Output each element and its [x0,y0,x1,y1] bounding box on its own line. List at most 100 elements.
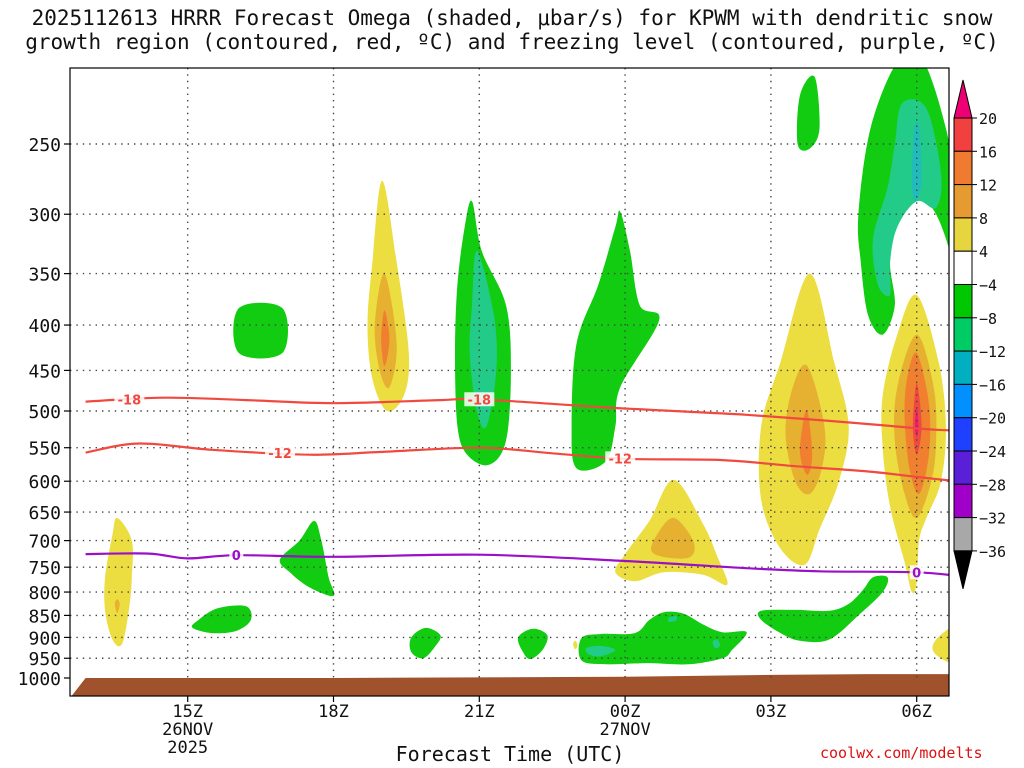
omega-region-pos8-22 [114,599,120,614]
omega-region-neg4-16 [796,75,820,151]
x-tick-label-00Z: 00Z [610,702,641,722]
dgz-contour-1-label-bg-1 [605,451,636,466]
y-tick-label-950: 950 [28,649,61,670]
y-tick-label-250: 250 [28,135,61,156]
omega-region-neg8-9 [585,645,616,657]
y-tick-label-550: 550 [28,439,61,460]
colorbar-swatch-4 [953,217,973,252]
contour-layer: -18 -18 -12 -12 0 0 [85,392,949,581]
colorbar-label-1: 16 [979,143,997,161]
colorbar-swatch-3 [953,184,973,219]
x-tick-label-15Z: 15Z [172,702,203,722]
dgz-contour-0-label-1: -18 [468,393,492,408]
x-axis-title: Forecast Time (UTC) [395,742,625,766]
colorbar-label-9: −20 [979,410,1006,428]
dgz-contour-1-label-1: -12 [608,452,632,467]
credit-link[interactable]: coolwx.com/modelts [820,744,983,762]
omega-region-neg4-7 [517,628,548,660]
y-tick-label-850: 850 [28,606,61,627]
x-tick-label-21Z: 21Z [464,702,495,722]
colorbar-swatch-5 [953,250,973,285]
colorbar-label-7: −12 [979,343,1006,361]
freezing-contour-line [85,552,949,576]
omega-region-neg4-4 [279,520,335,597]
freezing-contour-label-bg-0 [229,548,244,563]
omega-region-neg12-15 [911,121,922,202]
y-tick-label-350: 350 [28,265,61,286]
omega-region-neg4-8 [578,611,747,665]
colorbar-swatch-8 [953,350,973,385]
dgz-contour-0-label-0: -18 [118,393,142,408]
omega-region-neg4-6 [409,627,441,659]
dgz-contour-1-line [85,442,949,482]
colorbar-swatch-12 [953,483,973,519]
omega-region-neg8-2 [469,250,497,429]
colorbar-label-13: −36 [979,543,1006,561]
colorbar-label-6: −8 [979,310,997,328]
colorbar-swatch-2 [953,150,973,186]
x-tick-label-18Z: 18Z [318,702,349,722]
omega-region-neg8-11 [712,639,720,649]
x-tick-label-06Z: 06Z [901,702,932,722]
dgz-contour-0-line [85,396,949,432]
y-tick-label-400: 400 [28,316,61,337]
omega-region-pos20-32 [914,407,919,438]
chart-title: 2025112613 HRRR Forecast Omega (shaded, … [0,6,1024,54]
omega-region-neg4-5 [191,605,252,634]
omega-region-pos4-37 [573,640,578,650]
plot-frame [69,67,950,697]
colorbar-swatch-11 [953,450,973,485]
colorbar-swatch-9 [953,383,973,419]
dgz-contour-1-label-bg-0 [265,446,296,461]
dgz-contour-1-label-0: -12 [268,447,292,462]
colorbar-top-arrow [953,79,973,119]
omega-region-pos8-24 [651,517,695,559]
colorbar-swatch-10 [953,417,973,452]
colorbar-swatch-7 [953,317,973,352]
freezing-contour-label-1: 0 [912,566,921,581]
colorbar-label-5: −4 [979,277,997,295]
colorbar-swatch-13 [953,517,973,552]
colorbar-label-12: −32 [979,510,1006,528]
x-tick-year-15Z: 2025 [167,738,208,758]
omega-region-pos12-20 [381,310,390,367]
y-tick-label-600: 600 [28,472,61,493]
omega-region-pos8-34 [949,630,972,661]
colorbar-swatch-1 [953,117,973,152]
omega-region-pos12-27 [799,409,813,475]
title-line-1: 2025112613 HRRR Forecast Omega (shaded, … [31,6,993,30]
colorbar: 20 16 12 8 4 −4 −8 −12 −16 −20 −24 −28 −32 −36 [953,79,1006,590]
y-tick-label-800: 800 [28,583,61,604]
x-tick-label-03Z: 03Z [756,702,787,722]
colorbar-label-10: −24 [979,443,1006,461]
omega-region-neg4-3 [571,210,660,471]
y-tick-label-500: 500 [28,402,61,423]
omega-region-pos16-36 [963,639,971,651]
omega-region-neg8-14 [872,99,942,297]
omega-region-pos12-35 [957,634,971,655]
y-tick-label-750: 750 [28,558,61,579]
colorbar-label-0: 20 [979,110,997,128]
colorbar-label-2: 12 [979,177,997,195]
omega-shading [104,68,972,665]
y-tick-label-300: 300 [28,205,61,226]
colorbar-label-4: 4 [979,243,988,261]
y-tick-label-900: 900 [28,628,61,649]
axis-layer: 2503003504004505005506006507007508008509… [18,67,950,758]
title-line-2: growth region (contoured, red, ºC) and f… [25,30,999,54]
dgz-contour-0-label-bg-0 [114,392,145,407]
dgz-contour-0-label-bg-1 [464,392,495,407]
colorbar-label-11: −28 [979,476,1006,494]
colorbar-bottom-arrow [953,550,973,590]
colorbar-label-3: 8 [979,210,988,228]
y-tick-label-700: 700 [28,532,61,553]
y-tick-label-450: 450 [28,361,61,382]
freezing-contour-label-bg-1 [909,565,924,580]
omega-region-neg4-0 [233,302,288,359]
x-tick-date-15Z: 26NOV [162,720,213,740]
terrain-layer [71,674,949,696]
omega-region-pos4-33 [932,628,949,663]
y-tick-label-650: 650 [28,503,61,524]
omega-region-neg8-10 [667,616,677,622]
